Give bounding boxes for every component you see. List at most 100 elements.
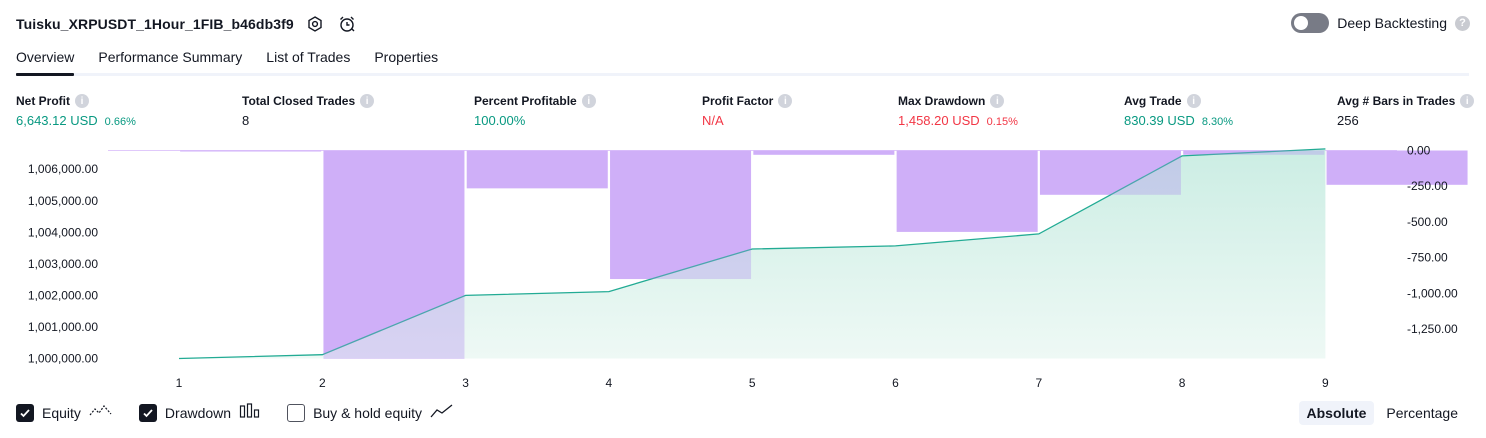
- tab-performance-summary[interactable]: Performance Summary: [98, 49, 243, 65]
- x-axis-tick: 8: [1179, 376, 1186, 390]
- legend-buy-hold[interactable]: Buy & hold equity: [287, 403, 454, 422]
- metric-sub-value: 0.15%: [986, 116, 1018, 128]
- metric-label: Avg Trade: [1124, 94, 1182, 108]
- legend-label: Drawdown: [164, 404, 232, 421]
- chart-legend: Equity Drawdown Buy & hold equity: [16, 403, 454, 422]
- toggle-knob: [1294, 16, 1309, 30]
- x-axis-tick: 9: [1322, 376, 1329, 390]
- metric-value: 1,458.20 USD: [898, 113, 980, 128]
- scale-mode-switch: Absolute Percentage: [1298, 401, 1467, 425]
- buy-hold-line-icon: [430, 403, 454, 422]
- help-question-icon[interactable]: ?: [1455, 15, 1470, 31]
- metric-total-closed-trades: Total Closed Trades i 8: [242, 93, 375, 128]
- drawdown-bar-overlay: [896, 150, 1038, 232]
- metric-label: Net Profit: [16, 94, 70, 108]
- right-axis-tick: 0.00: [1407, 144, 1431, 158]
- metric-value: 6,643.12 USD: [16, 113, 98, 128]
- info-icon[interactable]: i: [1186, 94, 1201, 108]
- metric-value: 830.39 USD: [1124, 113, 1195, 128]
- bar-chart-icon: [239, 403, 261, 422]
- left-axis-tick: 1,000,000.00: [28, 352, 98, 366]
- x-axis-tick: 4: [606, 376, 613, 390]
- metric-label: Avg # Bars in Trades: [1337, 94, 1456, 108]
- right-axis-tick: -1,000.00: [1407, 286, 1458, 300]
- drawdown-bar-overlay: [323, 150, 465, 359]
- drawdown-bar: [753, 150, 895, 155]
- equity-line: [178, 148, 1326, 360]
- drawdown-checkbox[interactable]: [138, 403, 157, 422]
- drawdown-bar-overlay: [610, 150, 752, 280]
- drawdown-bar: [466, 150, 608, 189]
- left-axis-tick: 1,006,000.00: [28, 162, 98, 176]
- metric-label: Max Drawdown: [898, 94, 986, 108]
- drawdown-bar-overlay: [1326, 150, 1468, 185]
- left-axis-tick: 1,002,000.00: [28, 288, 98, 302]
- metric-avg-trade: Avg Trade i 830.39 USD 8.30%: [1124, 93, 1233, 128]
- tab-list-of-trades[interactable]: List of Trades: [266, 49, 351, 65]
- metric-label: Profit Factor: [702, 94, 774, 108]
- left-axis-tick: 1,005,000.00: [28, 194, 98, 208]
- info-icon[interactable]: i: [75, 94, 89, 108]
- metric-net-profit: Net Profit i 6,643.12 USD 0.66%: [16, 93, 136, 128]
- x-axis-tick: 7: [1035, 376, 1042, 390]
- equity-drawdown-chart[interactable]: 1,000,000.00 1,001,000.00 1,002,000.00 1,00…: [0, 140, 1486, 395]
- info-icon[interactable]: i: [360, 94, 375, 108]
- info-icon[interactable]: i: [778, 94, 793, 108]
- info-icon[interactable]: i: [1460, 94, 1475, 108]
- alarm-clock-icon[interactable]: [336, 13, 358, 35]
- deep-backtesting-toggle[interactable]: [1291, 13, 1330, 33]
- drawdown-bar: [896, 150, 1038, 232]
- left-axis-tick: 1,003,000.00: [28, 257, 98, 271]
- right-axis-tick: -250.00: [1407, 179, 1448, 193]
- equity-line-icon: [89, 403, 113, 422]
- strategy-header: Tuisku_XRPUSDT_1Hour_1FIB_b46db3f9: [16, 12, 358, 36]
- metric-label: Percent Profitable: [474, 94, 577, 108]
- absolute-mode-button[interactable]: Absolute: [1298, 401, 1375, 425]
- tab-properties[interactable]: Properties: [374, 49, 439, 65]
- equity-area: [179, 148, 1326, 359]
- legend-equity[interactable]: Equity: [16, 403, 113, 422]
- metric-value: 8: [242, 113, 250, 128]
- legend-label: Buy & hold equity: [313, 404, 423, 421]
- metric-percent-profitable: Percent Profitable i 100.00%: [474, 93, 596, 128]
- metric-avg-bars: Avg # Bars in Trades i 256: [1337, 93, 1475, 128]
- info-icon[interactable]: i: [581, 94, 596, 108]
- strategy-title: Tuisku_XRPUSDT_1Hour_1FIB_b46db3f9: [16, 16, 294, 32]
- metric-label: Total Closed Trades: [242, 94, 356, 108]
- drawdown-bar-overlay: [1039, 150, 1181, 195]
- metric-profit-factor: Profit Factor i N/A: [702, 93, 793, 128]
- x-axis-tick: 2: [319, 376, 326, 390]
- x-axis-tick: 1: [176, 376, 183, 390]
- drawdown-bar: [180, 150, 322, 152]
- drawdown-bar-overlay: [466, 150, 608, 189]
- metric-max-drawdown: Max Drawdown i 1,458.20 USD 0.15%: [898, 93, 1018, 128]
- settings-gear-icon[interactable]: [304, 13, 326, 35]
- info-icon[interactable]: i: [990, 94, 1005, 108]
- metric-value: 100.00%: [474, 113, 526, 128]
- metric-sub-value: 8.30%: [1201, 116, 1234, 128]
- equity-checkbox[interactable]: [16, 403, 34, 422]
- left-axis-tick: 1,001,000.00: [28, 320, 98, 334]
- legend-drawdown[interactable]: Drawdown: [138, 403, 261, 422]
- metric-value: N/A: [702, 113, 724, 128]
- drawdown-bar: [1326, 150, 1468, 185]
- tab-overview[interactable]: Overview: [16, 44, 75, 76]
- metric-sub-value: 0.66%: [104, 116, 136, 128]
- metric-value: 256: [1337, 113, 1359, 128]
- deep-backtesting-label: Deep Backtesting: [1337, 15, 1447, 31]
- left-axis-tick: 1,004,000.00: [28, 225, 98, 239]
- x-axis-tick: 3: [462, 376, 469, 390]
- drawdown-bar-overlay: [753, 150, 895, 155]
- right-axis-tick: -1,250.00: [1407, 322, 1458, 336]
- deep-backtesting-control: Deep Backtesting ?: [1291, 13, 1470, 33]
- right-axis-tick: -500.00: [1407, 215, 1448, 229]
- buy-hold-checkbox[interactable]: [287, 403, 306, 422]
- x-axis-tick: 6: [892, 376, 899, 390]
- right-axis-tick: -750.00: [1407, 251, 1448, 265]
- drawdown-bar-overlay: [1183, 150, 1325, 155]
- percentage-mode-button[interactable]: Percentage: [1386, 405, 1458, 421]
- report-tabs: Overview Performance Summary List of Tra…: [16, 44, 1469, 76]
- legend-label: Equity: [42, 404, 81, 421]
- drawdown-bar-overlay: [180, 150, 322, 152]
- x-axis-tick: 5: [749, 376, 756, 390]
